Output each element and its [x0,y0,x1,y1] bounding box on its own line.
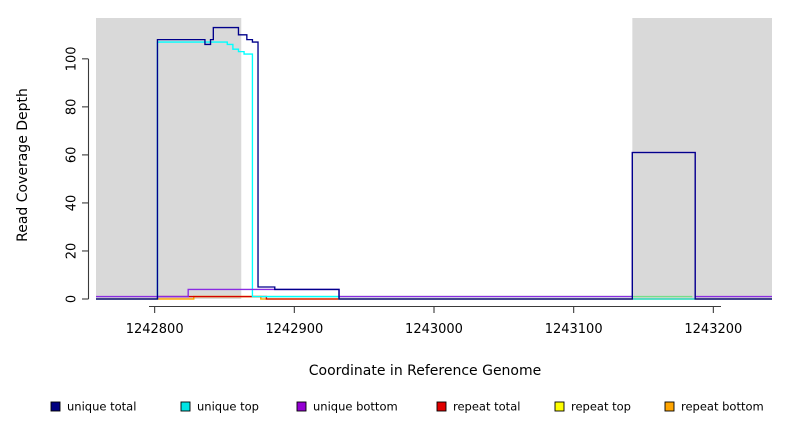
repeat-region-left [96,18,242,299]
x-tick-group: 1242800 1242900 1243000 1243100 1243200 [126,306,742,337]
series-unique-top [96,41,772,300]
legend-label-unique-bottom: unique bottom [313,400,398,414]
legend-swatch-repeat-top [554,401,565,412]
legend-label-repeat-top: repeat top [571,400,631,414]
x-tick-label: 1243100 [545,322,603,337]
y-tick-label: 60 [65,147,80,164]
legend-swatch-unique-top [180,401,191,412]
legend-swatch-unique-total [50,401,61,412]
y-tick-label: 0 [65,295,80,303]
y-tick-group: 0 20 40 60 80 100 [65,46,89,303]
x-tick-label: 1242800 [126,322,184,337]
legend-label-unique-top: unique top [197,400,259,414]
legend-swatch-repeat-total [436,401,447,412]
y-tick-label: 100 [65,46,80,71]
x-tick-label: 1242900 [265,322,323,337]
y-tick-label: 20 [65,243,80,260]
repeat-region-right [632,18,772,299]
coverage-series-group [96,26,772,300]
y-tick-label: 40 [65,195,80,212]
legend-swatch-repeat-bottom [664,401,675,412]
y-tick-label: 80 [65,99,80,116]
y-axis-title: Read Coverage Depth [15,88,31,242]
chart-legend: unique total unique top unique bottom repea… [50,400,764,414]
x-axis: 1242800 1242900 1243000 1243100 1243200 Coor… [126,305,742,379]
legend-label-repeat-bottom: repeat bottom [681,400,764,414]
legend-swatch-unique-bottom [296,401,307,412]
x-tick-label: 1243000 [405,322,463,337]
series-unique-total [96,26,772,300]
x-axis-title: Coordinate in Reference Genome [309,363,542,379]
y-axis: 0 20 40 60 80 100 Read Coverage Depth [15,46,90,303]
legend-label-repeat-total: repeat total [453,400,520,414]
x-tick-label: 1243200 [684,322,742,337]
legend-label-unique-total: unique total [67,400,136,414]
repeat-region-bands [96,18,772,299]
